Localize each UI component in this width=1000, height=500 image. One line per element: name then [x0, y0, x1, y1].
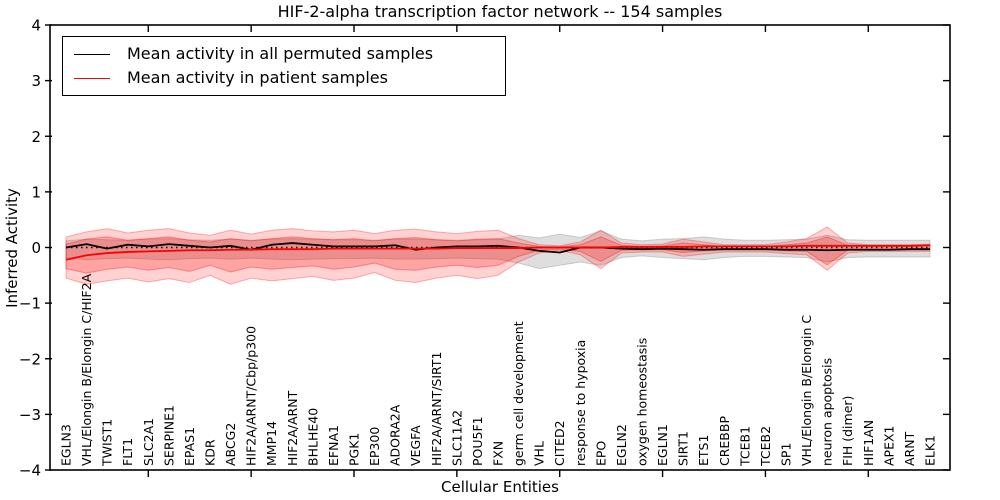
x-tick-label: BHLHE40	[305, 408, 320, 466]
x-tick-label: APEX1	[881, 425, 896, 466]
x-tick-label: VHL	[532, 441, 547, 466]
x-tick-label: EGLN3	[59, 424, 74, 466]
x-tick-label: germ cell development	[511, 321, 526, 466]
x-tick-label: VHL/Elongin B/Elongin C/HIF2A	[79, 273, 94, 466]
x-tick-label: KDR	[203, 439, 218, 466]
x-tick-label: EGLN1	[655, 424, 670, 466]
x-tick-label: HIF2A/ARNT/SIRT1	[429, 352, 444, 466]
x-tick-label: HIF2A/ARNT	[285, 390, 300, 466]
x-tick-label: MMP14	[264, 421, 279, 466]
x-tick-label: EPO	[593, 441, 608, 466]
x-tick-label: SLC2A1	[141, 418, 156, 466]
legend-line-sample-red	[74, 77, 110, 79]
x-tick-label: POU5F1	[470, 416, 485, 466]
x-tick-label: neuron apoptosis	[820, 358, 835, 466]
x-tick-label: FXN	[491, 441, 506, 466]
chart-title: HIF-2-alpha transcription factor network…	[277, 2, 723, 21]
x-tick-label: HIF2A/ARNT/Cbp/p300	[244, 326, 259, 466]
x-tick-label: oxygen homeostasis	[635, 338, 650, 466]
x-tick-label: SERPINE1	[161, 405, 176, 466]
x-tick-label: CITED2	[552, 420, 567, 466]
x-tick-label: VHL/Elongin B/Elongin C	[799, 315, 814, 466]
x-tick-label: EFNA1	[326, 425, 341, 466]
patient-mean-line	[65, 244, 931, 261]
patient-samples-outer-band	[65, 226, 931, 285]
x-tick-label: ADORA2A	[388, 404, 403, 466]
x-tick-label: response to hypoxia	[573, 340, 588, 466]
x-tick-label: ABCG2	[223, 423, 238, 466]
x-tick-label: FIH (dimer)	[840, 396, 855, 466]
y-tick-label: −3	[19, 406, 41, 424]
y-tick-label: 4	[31, 17, 41, 35]
x-tick-label: TCEB2	[758, 426, 773, 467]
y-tick-label: −4	[19, 462, 41, 480]
x-tick-label: TCEB1	[737, 426, 752, 467]
x-axis-label: Cellular Entities	[441, 478, 559, 496]
x-tick-label: CREBBP	[717, 416, 732, 466]
legend-label-patient: Mean activity in patient samples	[127, 68, 388, 87]
y-tick-label: 3	[31, 72, 41, 90]
legend-entry-patient: Mean activity in patient samples	[63, 68, 505, 88]
x-tick-label: SIRT1	[676, 431, 691, 466]
y-tick-label: −2	[19, 350, 41, 368]
y-tick-label: −1	[19, 295, 41, 313]
permuted-samples-std-band	[65, 230, 931, 270]
x-tick-label: ELK1	[923, 435, 938, 466]
x-tick-label: ARNT	[902, 431, 917, 466]
legend-entry-permuted: Mean activity in all permuted samples	[63, 44, 505, 64]
x-tick-label: EPAS1	[182, 427, 197, 466]
x-tick-label: SP1	[779, 443, 794, 466]
y-tick-label: 2	[31, 128, 41, 146]
x-tick-label: TWIST1	[100, 419, 115, 467]
x-tick-label: EGLN2	[614, 424, 629, 466]
legend-label-permuted: Mean activity in all permuted samples	[127, 44, 434, 63]
x-tick-label: SLC11A2	[449, 410, 464, 466]
x-tick-label: EP300	[367, 427, 382, 466]
x-tick-label: HIF1AN	[861, 420, 876, 466]
permuted-mean-line	[65, 242, 930, 254]
x-tick-label: FLT1	[120, 438, 135, 466]
legend: Mean activity in all permuted samples Me…	[62, 36, 506, 96]
legend-line-sample-black	[74, 53, 110, 55]
x-tick-label: ETS1	[696, 435, 711, 466]
y-tick-label: 0	[31, 239, 41, 257]
y-tick-label: 1	[31, 183, 41, 201]
x-tick-label: VEGFA	[408, 425, 423, 466]
x-tick-label: PGK1	[347, 433, 362, 466]
